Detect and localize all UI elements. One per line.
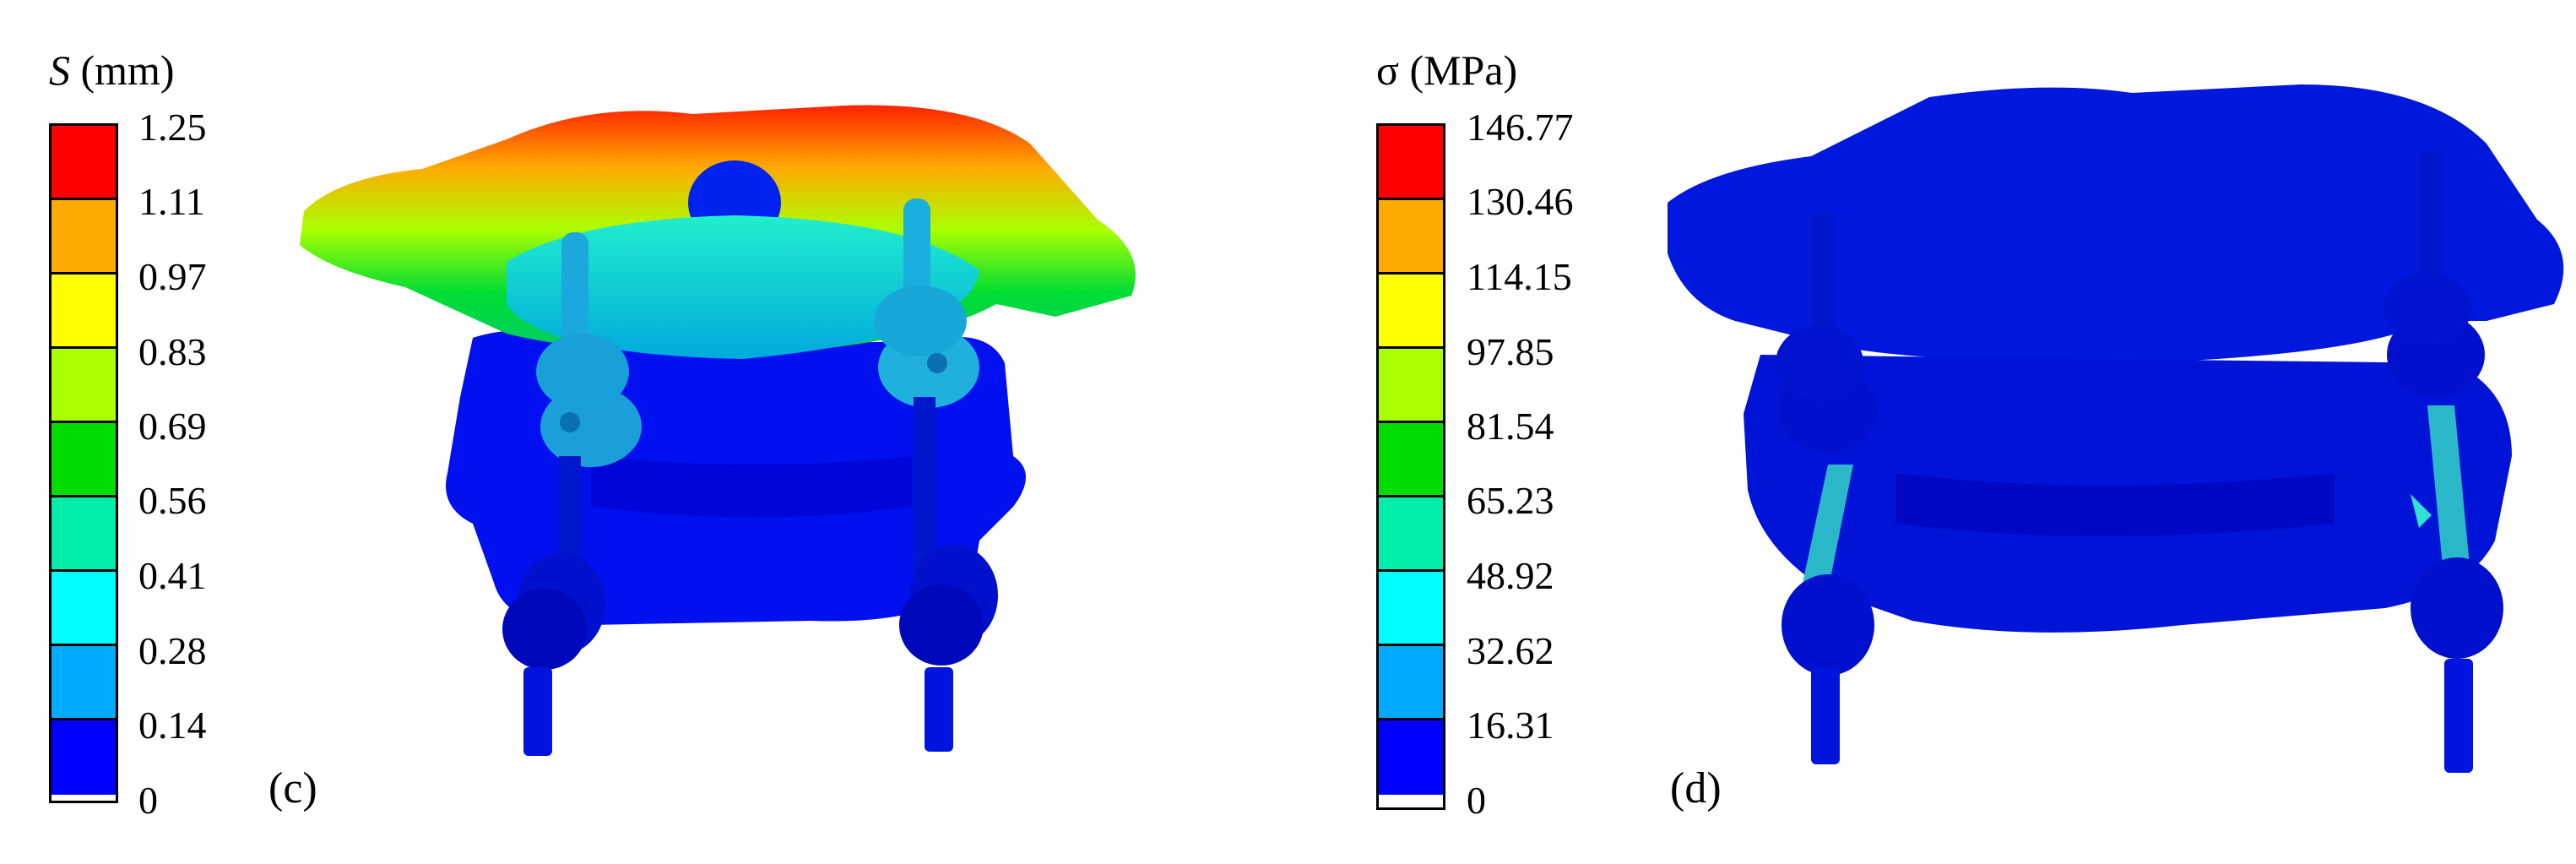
color-band xyxy=(52,720,116,795)
tick-label: 0.97 xyxy=(138,255,207,298)
tick-label: 0.14 xyxy=(138,704,207,747)
upper-vertebra xyxy=(1668,84,2564,363)
color-band xyxy=(52,646,116,720)
legend-title-d: σ (MPa) xyxy=(1376,49,1517,91)
color-band xyxy=(52,200,116,274)
panel-d-stress: σ (MPa) 146.77 130.46 114.15 97.85 81.54… xyxy=(1288,0,2576,864)
screw-left-lower xyxy=(1782,574,1874,764)
tick-label: 0.41 xyxy=(138,554,207,597)
tick-label: 81.54 xyxy=(1467,405,1554,448)
color-band xyxy=(1379,349,1443,423)
panel-label-c: (c) xyxy=(268,764,317,812)
tick-label: 0 xyxy=(138,779,158,822)
color-band xyxy=(1379,200,1443,274)
color-scale-c xyxy=(49,123,118,803)
tick-label: 65.23 xyxy=(1467,479,1554,522)
spine-model-d xyxy=(1668,84,2564,773)
disc xyxy=(507,215,979,359)
color-band xyxy=(1379,126,1443,200)
legend-unit-c: (mm) xyxy=(80,46,175,94)
tick-label: 146.77 xyxy=(1467,106,1574,149)
color-band xyxy=(52,497,116,572)
tick-label: 114.15 xyxy=(1467,255,1572,298)
panel-c-displacement: S (mm) 1.25 1.11 0.97 0.83 0.69 0.56 0.4… xyxy=(49,49,1136,822)
tick-label: 0.69 xyxy=(138,405,207,448)
color-band xyxy=(1379,497,1443,572)
screw-left-upper xyxy=(1776,325,1877,452)
color-scale-d xyxy=(1376,123,1445,810)
color-band xyxy=(1379,720,1443,795)
tick-label: 0 xyxy=(1467,779,1486,822)
color-band xyxy=(52,274,116,349)
color-band xyxy=(52,572,116,646)
screw-left-lower xyxy=(502,553,605,756)
spine-model-c xyxy=(300,105,1136,756)
tick-label: 0.28 xyxy=(138,629,207,672)
color-band xyxy=(52,423,116,497)
tick-label: 48.92 xyxy=(1467,554,1554,597)
tick-label: 130.46 xyxy=(1467,180,1574,223)
tick-label: 32.62 xyxy=(1467,629,1554,672)
panel-label-d: (d) xyxy=(1670,764,1722,812)
color-band xyxy=(1379,423,1443,497)
tick-label: 1.11 xyxy=(138,180,205,223)
screw-right-lower xyxy=(899,545,998,752)
tick-label: 97.85 xyxy=(1467,330,1554,373)
color-band xyxy=(1379,646,1443,720)
screw-right-upper xyxy=(2383,273,2485,397)
rod-left-stressed xyxy=(1801,465,1853,591)
legend-title-c: S (mm) xyxy=(49,49,175,91)
color-band xyxy=(52,126,116,200)
legend-unit-d: (MPa) xyxy=(1409,46,1518,94)
tick-label: 0.83 xyxy=(138,330,207,373)
tick-label: 16.31 xyxy=(1467,704,1554,747)
color-band xyxy=(52,349,116,423)
tick-label: 1.25 xyxy=(138,106,207,149)
screw-right-lower xyxy=(2411,557,2503,773)
rod-right-stressed xyxy=(2427,405,2470,566)
color-band xyxy=(1379,572,1443,646)
tick-label: 0.56 xyxy=(138,479,207,522)
screw-left-upper xyxy=(536,232,642,467)
screw-right-upper xyxy=(874,198,979,408)
color-band xyxy=(1379,274,1443,349)
legend-symbol-c: S xyxy=(49,46,70,94)
legend-symbol-d: σ xyxy=(1376,46,1399,94)
